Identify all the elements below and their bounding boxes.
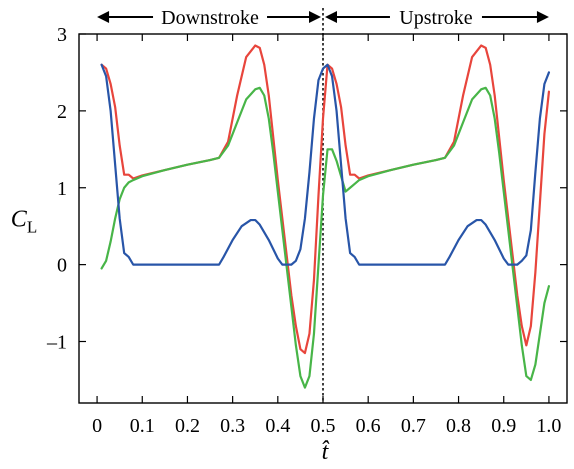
y-tick-label: 0 <box>57 255 67 277</box>
series-line-3 <box>100 63 551 266</box>
upstroke-arrow-right-head <box>536 11 549 23</box>
y-axis-label: CL <box>11 207 37 237</box>
x-tick-label: 0.2 <box>175 415 200 437</box>
y-tick-label: 3 <box>57 24 67 46</box>
x-tick-label: 0.7 <box>401 415 426 437</box>
x-tick-label: 0.9 <box>491 415 516 437</box>
x-tick-label: 0.4 <box>265 415 290 437</box>
downstroke-label: Downstroke <box>161 7 259 29</box>
y-tick-label: 2 <box>57 101 67 123</box>
x-tick-label: 0 <box>92 415 102 437</box>
series-line-1 <box>100 44 551 355</box>
y-tick-label: –1 <box>46 332 67 354</box>
downstroke-arrow-right-head <box>309 11 321 23</box>
upstroke-label: Upstroke <box>399 7 472 29</box>
x-tick-label: 0.1 <box>130 415 155 437</box>
x-axis-label: t̂ <box>322 439 330 465</box>
downstroke-arrow-left-head <box>97 11 110 23</box>
upstroke-arrow-left-head <box>325 11 337 23</box>
x-tick-label: 0.6 <box>356 415 381 437</box>
x-tick-label: 0.8 <box>446 415 471 437</box>
x-tick-label: 0.5 <box>311 415 336 437</box>
x-tick-label: 0.3 <box>220 415 245 437</box>
y-tick-label: 1 <box>57 178 67 200</box>
x-tick-label: 1.0 <box>536 415 561 437</box>
series-line-2 <box>100 86 551 389</box>
